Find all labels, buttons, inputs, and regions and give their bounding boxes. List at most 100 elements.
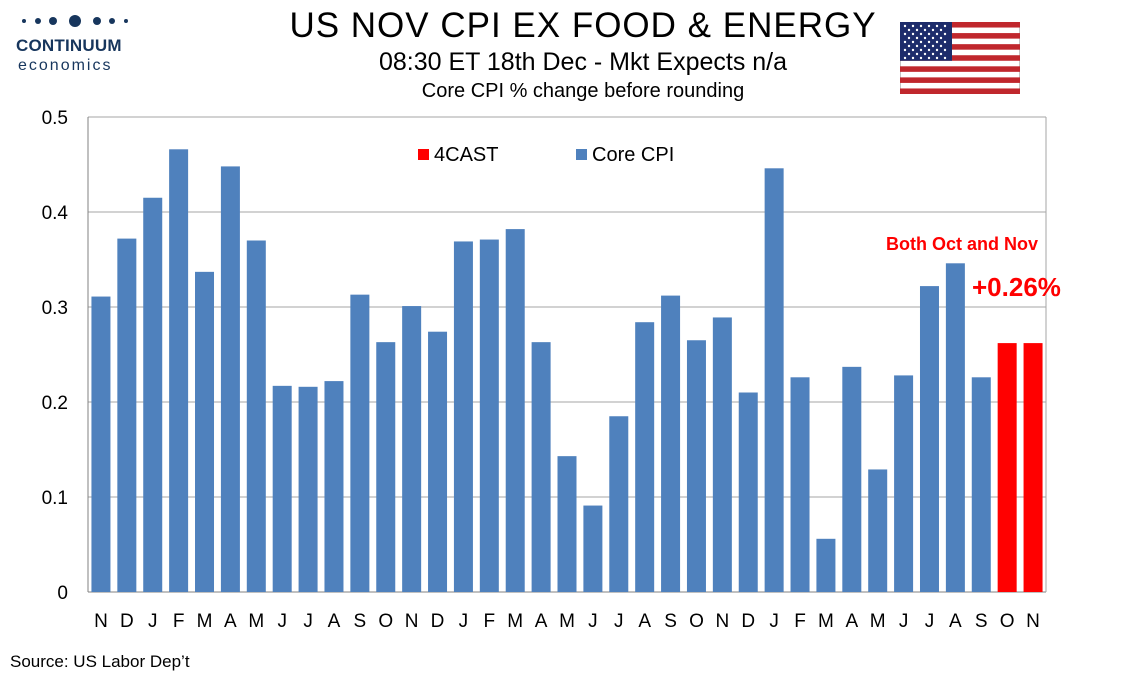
core-cpi-bar bbox=[143, 197, 163, 592]
continuum-logo: CONTINUUM economics bbox=[14, 14, 134, 78]
core-cpi-bar bbox=[531, 342, 551, 592]
core-cpi-bar bbox=[376, 342, 396, 592]
x-tick-label: J bbox=[148, 611, 158, 632]
x-tick-label: J bbox=[925, 611, 935, 632]
annotation-both-oct-nov: Both Oct and Nov bbox=[886, 234, 1038, 254]
x-tick-label: J bbox=[588, 611, 598, 632]
legend-swatch bbox=[418, 149, 429, 160]
y-tick-label: 0.1 bbox=[42, 488, 68, 509]
x-tick-label: N bbox=[405, 611, 419, 632]
chart-legend: 4CAST Core CPI bbox=[418, 144, 674, 166]
core-cpi-bar bbox=[919, 286, 939, 592]
core-cpi-bar bbox=[298, 386, 318, 592]
x-tick-label: J bbox=[303, 611, 313, 632]
y-tick-label: 0.2 bbox=[42, 393, 68, 414]
core-cpi-bar bbox=[195, 271, 215, 592]
core-cpi-bar bbox=[686, 340, 706, 592]
forecast-bar bbox=[997, 343, 1017, 592]
x-tick-label: N bbox=[94, 611, 108, 632]
core-cpi-bar bbox=[842, 366, 862, 592]
core-cpi-bar bbox=[117, 238, 137, 592]
core-cpi-bar bbox=[428, 331, 448, 592]
x-tick-label: A bbox=[224, 611, 237, 632]
core-cpi-bar bbox=[324, 381, 344, 592]
core-cpi-bar bbox=[764, 168, 784, 593]
x-tick-label: A bbox=[328, 611, 341, 632]
logo-dots-icon bbox=[22, 15, 128, 27]
core-cpi-bar bbox=[790, 377, 810, 592]
core-cpi-bar bbox=[894, 375, 914, 592]
core-cpi-bar bbox=[971, 377, 991, 592]
chart-bars bbox=[91, 149, 1043, 593]
x-tick-label: F bbox=[173, 611, 185, 632]
x-tick-label: O bbox=[1000, 611, 1015, 632]
core-cpi-bar bbox=[816, 538, 836, 592]
x-tick-label: M bbox=[870, 611, 886, 632]
x-tick-label: F bbox=[484, 611, 496, 632]
core-cpi-bar bbox=[661, 295, 681, 592]
core-cpi-bar bbox=[453, 241, 473, 592]
x-tick-label: A bbox=[638, 611, 651, 632]
x-tick-label: D bbox=[120, 611, 134, 632]
core-cpi-bar bbox=[91, 296, 111, 592]
core-cpi-bar bbox=[738, 392, 758, 592]
core-cpi-bar bbox=[479, 239, 499, 593]
core-cpi-bar bbox=[350, 294, 370, 592]
core-cpi-bar bbox=[609, 416, 629, 592]
y-axis-ticks: 0 0.1 0.2 0.3 0.4 0.5 bbox=[42, 108, 69, 604]
x-tick-label: J bbox=[899, 611, 909, 632]
x-tick-label: N bbox=[715, 611, 729, 632]
x-tick-label: M bbox=[507, 611, 523, 632]
x-tick-label: M bbox=[818, 611, 834, 632]
legend-label: Core CPI bbox=[592, 144, 674, 166]
x-tick-label: D bbox=[741, 611, 755, 632]
x-tick-label: A bbox=[949, 611, 962, 632]
core-cpi-bar bbox=[220, 166, 240, 592]
y-tick-label: 0 bbox=[57, 583, 68, 604]
core-cpi-bar bbox=[868, 469, 888, 592]
x-tick-label: M bbox=[559, 611, 575, 632]
x-tick-label: S bbox=[664, 611, 677, 632]
source-note: Source: US Labor Dep’t bbox=[10, 652, 190, 671]
y-tick-label: 0.5 bbox=[42, 108, 68, 129]
x-tick-label: S bbox=[975, 611, 988, 632]
x-tick-label: J bbox=[769, 611, 779, 632]
x-tick-label: J bbox=[459, 611, 469, 632]
y-tick-label: 0.4 bbox=[42, 203, 69, 224]
core-cpi-bar bbox=[246, 240, 266, 592]
legend-label: 4CAST bbox=[434, 144, 498, 166]
x-tick-label: D bbox=[431, 611, 445, 632]
core-cpi-bar bbox=[945, 263, 965, 592]
x-tick-label: O bbox=[378, 611, 393, 632]
x-tick-label: O bbox=[689, 611, 704, 632]
x-tick-label: J bbox=[614, 611, 624, 632]
x-tick-label: J bbox=[277, 611, 287, 632]
x-tick-label: M bbox=[248, 611, 264, 632]
chart-subtitle-2: Core CPI % change before rounding bbox=[421, 80, 745, 102]
x-tick-label: A bbox=[535, 611, 548, 632]
chart-subtitle: 08:30 ET 18th Dec - Mkt Expects n/a bbox=[378, 48, 788, 76]
us-flag-icon bbox=[900, 22, 1020, 94]
core-cpi-bar bbox=[402, 306, 422, 592]
x-tick-label: F bbox=[794, 611, 806, 632]
core-cpi-bar bbox=[557, 456, 577, 592]
core-cpi-bar bbox=[712, 317, 732, 592]
x-tick-label: S bbox=[354, 611, 367, 632]
x-tick-label: A bbox=[845, 611, 858, 632]
core-cpi-bar bbox=[169, 149, 189, 593]
logo-brand: CONTINUUM bbox=[16, 36, 122, 55]
logo-sub: economics bbox=[18, 57, 113, 74]
legend-swatch bbox=[576, 149, 587, 160]
core-cpi-bar bbox=[583, 505, 603, 592]
y-tick-label: 0.3 bbox=[42, 298, 68, 319]
x-tick-label: M bbox=[197, 611, 213, 632]
core-cpi-bar bbox=[272, 385, 292, 592]
chart-title: US NOV CPI EX FOOD & ENERGY bbox=[289, 6, 877, 45]
forecast-bar bbox=[1023, 343, 1043, 592]
annotation-forecast-value: +0.26% bbox=[972, 272, 1061, 302]
core-cpi-bar bbox=[505, 229, 525, 592]
x-tick-label: N bbox=[1026, 611, 1040, 632]
core-cpi-bar bbox=[635, 322, 655, 592]
